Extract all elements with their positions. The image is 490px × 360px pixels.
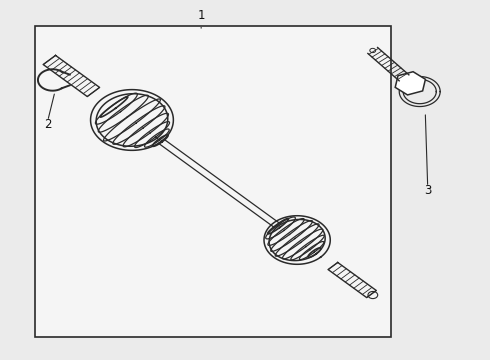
Text: 1: 1 xyxy=(197,9,205,22)
Bar xyxy=(35,26,391,337)
Text: 3: 3 xyxy=(424,184,431,197)
Text: 2: 2 xyxy=(44,118,51,131)
Polygon shape xyxy=(395,72,425,95)
